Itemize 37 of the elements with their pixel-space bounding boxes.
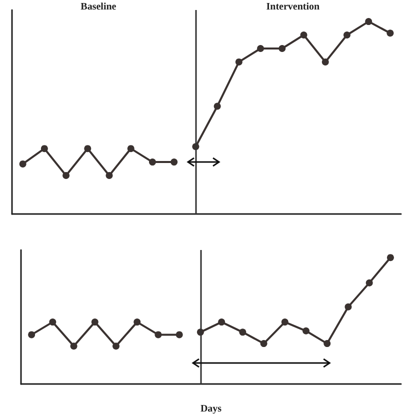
point — [170, 158, 178, 166]
point — [40, 145, 48, 152]
point — [49, 318, 56, 326]
point — [322, 58, 329, 66]
point — [365, 18, 372, 26]
point — [91, 318, 98, 326]
point — [300, 32, 308, 39]
x-axis-title: Days — [200, 404, 222, 414]
point — [127, 145, 134, 152]
point — [84, 145, 92, 152]
point — [386, 30, 394, 37]
point — [281, 318, 288, 326]
text: Baseline — [80, 2, 117, 12]
point — [218, 318, 226, 326]
point — [366, 279, 373, 286]
point — [235, 58, 242, 66]
point — [70, 342, 78, 350]
point — [134, 318, 141, 326]
point — [278, 44, 286, 52]
text: Intervention — [266, 2, 320, 12]
point — [239, 328, 246, 336]
point — [62, 172, 70, 180]
point — [154, 331, 162, 338]
point — [214, 102, 221, 110]
point — [386, 254, 394, 262]
point — [324, 340, 331, 348]
point — [106, 172, 113, 180]
point — [260, 340, 268, 348]
point — [28, 331, 36, 338]
point — [302, 327, 310, 334]
point — [344, 303, 352, 310]
point — [343, 32, 350, 39]
point — [176, 331, 183, 338]
point — [257, 44, 264, 52]
point — [19, 160, 26, 168]
point — [112, 342, 120, 350]
point — [148, 158, 156, 166]
